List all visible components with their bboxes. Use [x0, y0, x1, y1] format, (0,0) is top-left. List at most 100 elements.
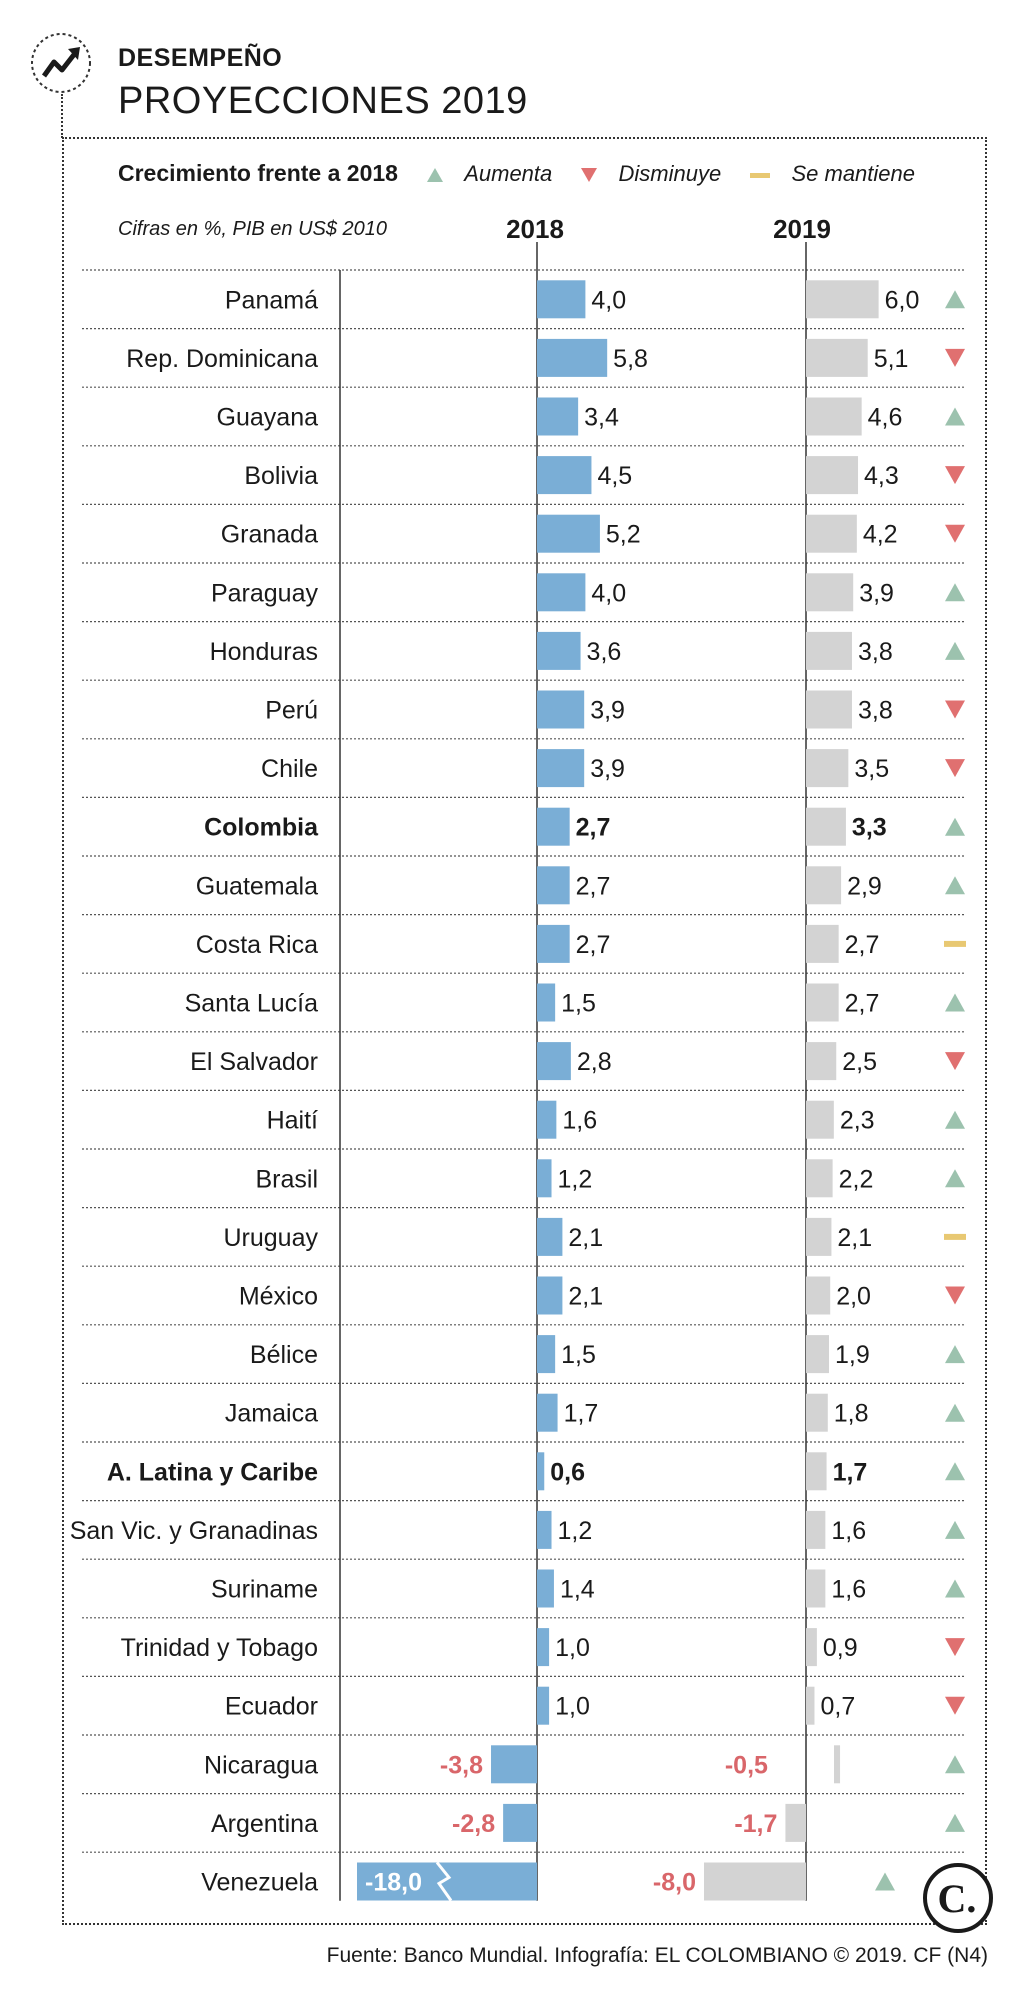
category-label: Colombia [204, 814, 319, 842]
category-label: Perú [265, 697, 318, 725]
bar-2018 [537, 456, 592, 495]
column-header-2019: 2019 [773, 214, 831, 244]
category-label: Bélice [250, 1341, 318, 1369]
value-label-2019: 2,9 [847, 872, 882, 900]
value-label-2019: 3,5 [854, 755, 889, 783]
value-label-2018: 4,5 [597, 462, 632, 490]
value-label-2018: 2,7 [576, 872, 611, 900]
value-label-2019: 2,1 [837, 1224, 872, 1252]
value-label-2018: -2,8 [452, 1810, 495, 1838]
category-label: Suriname [211, 1576, 318, 1604]
value-label-2018: 1,5 [561, 1341, 596, 1369]
value-label-2018: 3,4 [584, 404, 619, 432]
el-colombiano-logo: C. [923, 1863, 993, 1933]
value-label-2019: 2,3 [840, 1107, 875, 1135]
category-label: Rep. Dominicana [126, 345, 318, 373]
trend-down-icon [945, 524, 965, 543]
value-label-2019: 3,9 [859, 579, 894, 607]
trend-down-icon [945, 466, 965, 485]
category-label: Trinidad y Tobago [121, 1634, 318, 1662]
value-label-2019: 1,6 [831, 1517, 866, 1545]
bar-2019 [806, 924, 839, 963]
value-label-2019: 0,7 [820, 1693, 855, 1721]
legend-item-disminuye: Disminuye [618, 161, 722, 186]
bar-2019 [806, 1393, 828, 1432]
value-label-2019: -0,5 [725, 1751, 768, 1779]
value-label-2018: 2,7 [576, 814, 611, 842]
category-label: Brasil [255, 1165, 318, 1193]
bar-2019 [806, 807, 846, 846]
bar-2018 [537, 924, 570, 963]
svg-text:C.: C. [938, 1876, 977, 1921]
value-label-2019: 0,9 [823, 1634, 858, 1662]
category-label: Bolivia [244, 462, 318, 490]
category-label: Haití [267, 1107, 318, 1135]
value-label-2018: 1,6 [562, 1107, 597, 1135]
bar-2018 [537, 983, 556, 1022]
value-label-2018: 2,1 [568, 1283, 603, 1311]
bar-2018 [503, 1803, 537, 1842]
category-label: Argentina [211, 1810, 318, 1838]
bar-2019 [806, 1159, 833, 1198]
value-label-2019: 3,8 [858, 638, 893, 666]
axis-break-mark [435, 1861, 453, 1902]
value-label-2018: 0,6 [550, 1458, 585, 1486]
bar-2018 [537, 338, 608, 377]
bar-chart: Panamá 4,0 6,0 Rep. Dominicana 5,8 5,1 Guayana… [70, 242, 966, 1902]
value-label-2018: 3,9 [590, 755, 625, 783]
value-label-2019: 3,8 [858, 697, 893, 725]
value-label-2018: 2,8 [577, 1048, 612, 1076]
bar-2019 [806, 1217, 832, 1256]
trend-down-icon [945, 1638, 965, 1657]
bar-2019 [806, 1628, 817, 1667]
trend-down-icon [945, 1696, 965, 1715]
bar-2018 [537, 1393, 558, 1432]
trend-same-icon [944, 1233, 966, 1240]
frame-top [62, 137, 987, 139]
value-label-2018: 5,8 [613, 345, 648, 373]
bar-2019 [806, 983, 839, 1022]
category-label: Venezuela [201, 1869, 318, 1897]
bar-2018 [537, 749, 585, 788]
units-note: Cifras en %, PIB en US$ 2010 [118, 218, 388, 240]
trend-up-icon [945, 1403, 965, 1422]
category-label: Jamaica [225, 1400, 318, 1428]
value-label-2018: 3,9 [590, 697, 625, 725]
bar-2018 [537, 1042, 571, 1081]
category-label: Panamá [225, 286, 318, 314]
legend-label: Crecimiento frente a 2018 [118, 160, 398, 186]
value-label-2019: 1,8 [834, 1400, 869, 1428]
bar-2019 [806, 1510, 826, 1549]
bar-2018 [537, 1628, 550, 1667]
bar-2018 [537, 1510, 552, 1549]
bar-2018 [537, 807, 570, 846]
value-label-2019: 2,7 [845, 990, 880, 1018]
bar-2018 [537, 1217, 563, 1256]
bar-2019 [806, 456, 859, 495]
bar-2018 [537, 1569, 554, 1608]
bar-2018 [537, 631, 581, 670]
category-label: Guatemala [196, 872, 318, 900]
bar-2018 [537, 1159, 552, 1198]
category-label: San Vic. y Granadinas [70, 1517, 318, 1545]
bar-2018 [537, 690, 585, 729]
value-label-2018: 1,7 [564, 1400, 599, 1428]
column-header-2018: 2018 [506, 214, 564, 244]
value-label-2018: -18,0 [365, 1869, 422, 1897]
bar-2018 [537, 397, 579, 436]
bar-2019 [806, 280, 879, 319]
trend-up-icon [945, 993, 965, 1012]
category-label: Nicaragua [204, 1751, 318, 1779]
bar-2018 [537, 514, 600, 553]
value-label-2018: 1,0 [555, 1693, 590, 1721]
value-label-2019: 1,6 [831, 1576, 866, 1604]
value-label-2018: 2,7 [576, 931, 611, 959]
trend-up-icon [945, 641, 965, 660]
category-label: Ecuador [225, 1693, 318, 1721]
trend-down-icon [945, 348, 965, 367]
bar-2019 [806, 631, 852, 670]
trend-up-icon [945, 1520, 965, 1539]
value-label-2018: 3,6 [587, 638, 622, 666]
bar-2019 [806, 1335, 829, 1374]
trend-same-icon [944, 940, 966, 947]
